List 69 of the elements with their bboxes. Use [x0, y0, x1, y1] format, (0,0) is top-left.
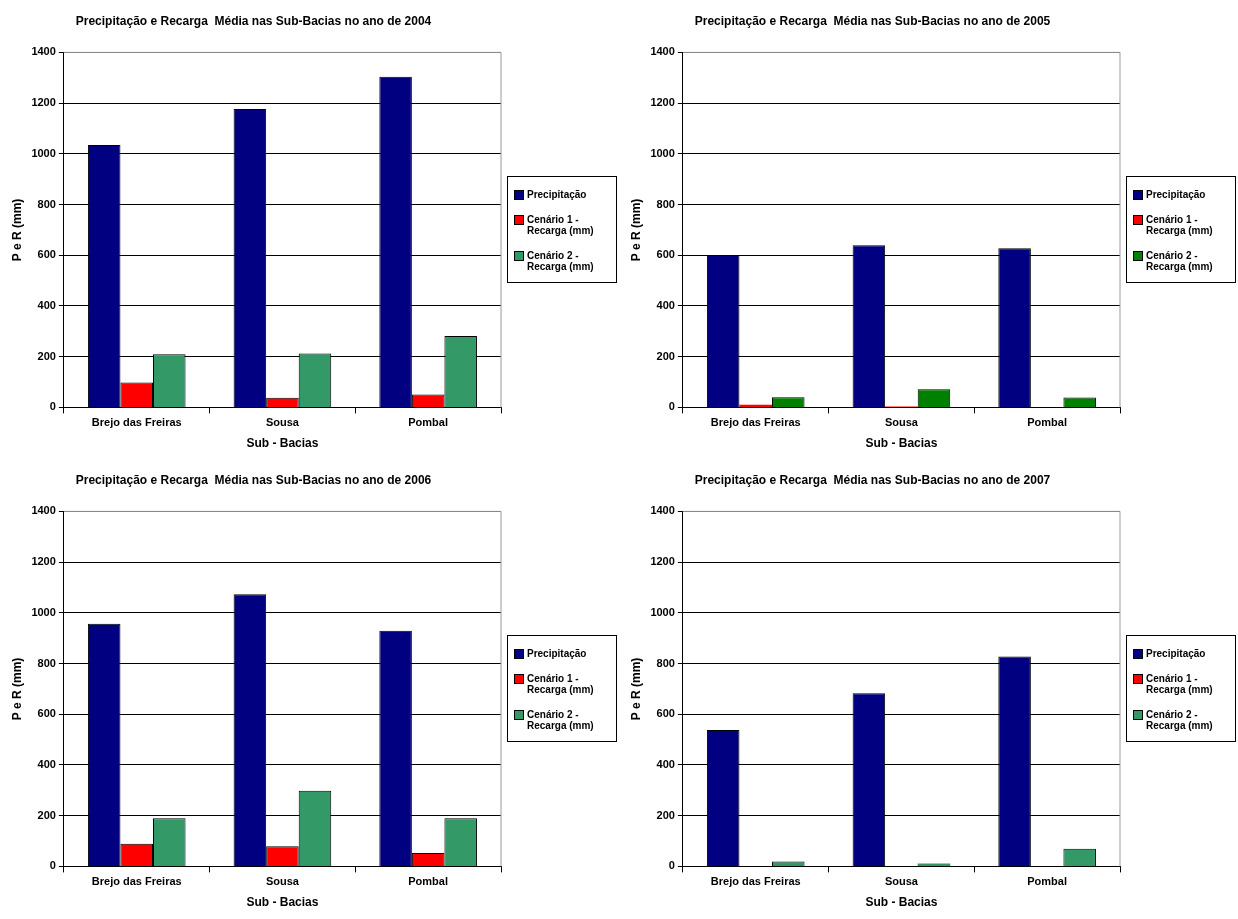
y-tick-label: 200: [656, 808, 675, 821]
legend-label: Cenário 2 - Recarga (mm): [1146, 250, 1214, 272]
y-tick-label: 1400: [650, 45, 675, 58]
y-tick-label: 600: [656, 248, 675, 261]
y-tick-label: 400: [656, 758, 675, 770]
chart-title: Precipitação e Recarga Média nas Sub-Bacias no ano de 2007: [694, 472, 1051, 487]
legend-label: Cenário 2 - Recarga (mm): [527, 709, 595, 731]
legend-label: Cenário 2 - Recarga (mm): [1146, 709, 1214, 731]
y-tick-label: 200: [37, 349, 56, 362]
y-tick-label: 0: [668, 400, 675, 413]
x-axis-title: Sub - Bacias: [246, 895, 319, 910]
y-tick-label: 1000: [650, 146, 675, 159]
y-tick-label: 1200: [31, 96, 56, 109]
y-tick-label: 1000: [31, 146, 56, 159]
y-tick-label: 200: [37, 808, 56, 821]
y-tick-label: 0: [668, 859, 675, 872]
y-tick-label: 1200: [650, 555, 675, 568]
y-tick-label: 1200: [31, 555, 56, 568]
y-axis-title: P e R (mm): [628, 657, 643, 721]
y-axis-title: P e R (mm): [9, 198, 24, 262]
y-tick-label: 600: [37, 248, 56, 261]
x-tick-label: Sousa: [884, 875, 919, 888]
y-tick-label: 1000: [31, 605, 56, 618]
y-tick-label: 0: [49, 400, 56, 413]
y-tick-label: 800: [656, 656, 675, 669]
x-tick-label: Sousa: [884, 416, 919, 429]
x-tick-label: Pombal: [1027, 875, 1068, 888]
chart-title: Precipitação e Recarga Média nas Sub-Bacias no ano de 2005: [694, 13, 1051, 28]
y-tick-label: 0: [49, 859, 56, 872]
y-tick-label: 400: [37, 758, 56, 770]
y-tick-label: 1400: [650, 504, 675, 517]
chart-title: Precipitação e Recarga Média nas Sub-Bacias no ano de 2006: [75, 472, 432, 487]
y-tick-label: 400: [656, 299, 675, 311]
y-tick-label: 400: [37, 299, 56, 311]
x-axis-title: Sub - Bacias: [246, 436, 319, 451]
legend-label: Cenário 1 - Recarga (mm): [527, 673, 595, 695]
y-tick-label: 200: [656, 349, 675, 362]
y-tick-label: 600: [656, 707, 675, 720]
x-tick-label: Brejo das Freiras: [710, 416, 801, 429]
y-tick-label: 1400: [31, 45, 56, 58]
x-tick-label: Sousa: [265, 416, 300, 429]
legend-label: Cenário 1 - Recarga (mm): [1146, 214, 1214, 236]
x-axis-title: Sub - Bacias: [865, 895, 938, 910]
y-tick-label: 1400: [31, 504, 56, 517]
legend-label: Cenário 2 - Recarga (mm): [527, 250, 595, 272]
legend-label: Precipitação: [527, 648, 587, 659]
x-tick-label: Pombal: [408, 416, 449, 429]
legend-label: Precipitação: [527, 189, 587, 200]
y-tick-label: 800: [37, 197, 56, 210]
y-tick-label: 1000: [650, 605, 675, 618]
x-tick-label: Brejo das Freiras: [710, 875, 801, 888]
chart-title: Precipitação e Recarga Média nas Sub-Bacias no ano de 2004: [75, 13, 432, 28]
y-tick-label: 800: [37, 656, 56, 669]
x-tick-label: Sousa: [265, 875, 300, 888]
y-tick-label: 600: [37, 707, 56, 720]
y-tick-label: 1200: [650, 96, 675, 109]
x-tick-label: Pombal: [408, 875, 449, 888]
x-tick-label: Brejo das Freiras: [91, 875, 182, 888]
legend-label: Cenário 1 - Recarga (mm): [527, 214, 595, 236]
legend-label: Precipitação: [1146, 189, 1206, 200]
y-axis-title: P e R (mm): [628, 198, 643, 262]
x-axis-title: Sub - Bacias: [865, 436, 938, 451]
x-tick-label: Pombal: [1027, 416, 1068, 429]
legend-label: Cenário 1 - Recarga (mm): [1146, 673, 1214, 695]
bar: [739, 404, 772, 407]
y-tick-label: 800: [656, 197, 675, 210]
legend-label: Precipitação: [1146, 648, 1206, 659]
y-axis-title: P e R (mm): [9, 657, 24, 721]
x-tick-label: Brejo das Freiras: [91, 416, 182, 429]
